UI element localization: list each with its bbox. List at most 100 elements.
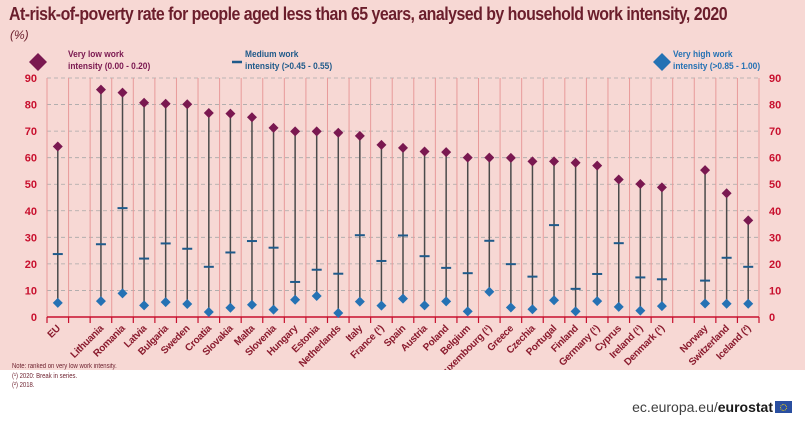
y-tick-label-right: 50 — [769, 179, 781, 191]
column-separators — [46, 78, 760, 317]
y-axis-left-labels: 0 10 20 30 40 50 60 70 80 90 — [25, 73, 37, 324]
legend-medium-line2: intensity (>0.45 - 0.55) — [245, 61, 333, 72]
marker-very-high — [52, 297, 63, 308]
marker-very-high — [656, 301, 667, 312]
notes: Note: ranked on very low work intensity.… — [12, 362, 117, 391]
marker-very-high — [743, 298, 754, 309]
y-tick-label-left: 80 — [25, 100, 37, 112]
legend-medium: Medium work intensity (>0.45 - 0.55) — [245, 49, 332, 73]
marker-very-low — [225, 108, 236, 119]
marker-very-high — [225, 302, 236, 313]
marker-very-low — [635, 178, 646, 189]
footer-brand: eurostat — [717, 399, 773, 415]
marker-very-low — [398, 142, 408, 153]
y-tick-label-right: 70 — [769, 126, 781, 138]
marker-very-high — [700, 298, 711, 309]
marker-very-low — [95, 84, 106, 95]
y-tick-label-right: 60 — [769, 153, 781, 165]
legend-very-low-diamond-icon — [29, 53, 47, 71]
y-tick-label-right: 20 — [769, 259, 781, 271]
marker-very-high — [549, 295, 560, 306]
marker-very-low — [721, 188, 732, 199]
marker-very-high — [246, 299, 257, 310]
marker-very-low — [268, 122, 279, 133]
marker-very-high — [354, 296, 365, 307]
y-tick-label-right: 10 — [769, 285, 781, 297]
marker-very-high — [527, 304, 538, 315]
x-axis — [46, 316, 760, 323]
marker-very-high — [635, 305, 646, 316]
y-tick-label-right: 40 — [769, 206, 781, 218]
marker-very-low — [354, 130, 365, 141]
chart-title: At-risk-of-poverty rate for people aged … — [9, 3, 728, 24]
marker-very-low — [376, 139, 387, 150]
marker-very-high — [462, 306, 473, 317]
marker-very-high — [419, 300, 430, 311]
marker-very-high — [290, 294, 301, 305]
marker-very-high — [613, 301, 624, 312]
marker-very-high — [268, 304, 279, 315]
marker-very-low — [484, 152, 495, 163]
marker-very-high — [570, 306, 581, 317]
stems — [57, 89, 749, 314]
marker-very-low — [139, 97, 150, 108]
marker-very-high — [95, 296, 106, 307]
marker-very-high — [441, 296, 452, 307]
marker-very-low — [527, 156, 538, 167]
marker-very-high — [311, 291, 322, 302]
marker-very-low — [613, 174, 624, 185]
marker-very-low — [290, 126, 301, 137]
note-ranking: Note: ranked on very low work intensity. — [12, 363, 117, 370]
legend-medium-line1: Medium work — [245, 49, 299, 60]
marker-very-low — [160, 98, 171, 109]
marker-very-high — [203, 306, 214, 317]
y-tick-label-right: 0 — [769, 312, 775, 324]
y-tick-label-left: 30 — [25, 232, 37, 244]
marker-very-low — [570, 157, 581, 168]
marker-very-low — [182, 99, 193, 110]
marker-very-low — [117, 87, 128, 98]
marker-very-low — [52, 141, 63, 152]
marker-very-high — [721, 298, 732, 309]
y-tick-label-left: 40 — [25, 206, 37, 218]
y-axis-right-labels: 0 10 20 30 40 50 60 70 80 90 — [769, 73, 781, 324]
legend-symbols — [29, 53, 671, 71]
legend-very-low-line2: intensity (0.00 - 0.20) — [68, 61, 151, 72]
marker-very-low — [203, 108, 214, 119]
unit-label: (%) — [10, 28, 29, 42]
marker-very-low — [549, 156, 560, 167]
eurostat-footer[interactable]: ec.europa.eu/eurostat — [632, 399, 792, 415]
x-axis-labels: EU LithuaniaRomaniaLatviaBulgariaSwedenCr… — [46, 323, 754, 370]
marker-very-low — [333, 127, 344, 138]
marker-very-high — [505, 302, 516, 313]
marker-very-low — [419, 146, 430, 157]
marker-very-high — [484, 286, 495, 297]
y-tick-label-left: 20 — [25, 259, 37, 271]
y-tick-label-right: 80 — [769, 100, 781, 112]
y-tick-label-right: 30 — [769, 232, 781, 244]
legend-very-high-line2: intensity (>0.85 - 1.00) — [673, 61, 761, 72]
y-tick-label-left: 60 — [25, 153, 37, 165]
marker-very-high — [376, 300, 387, 311]
marker-very-high — [160, 297, 171, 308]
marker-very-high — [398, 293, 408, 304]
markers — [52, 84, 754, 319]
x-tick-label: EU — [46, 323, 63, 340]
y-tick-label-left: 50 — [25, 179, 37, 191]
legend-very-high-diamond-icon — [653, 53, 671, 71]
y-tick-label-left: 70 — [25, 126, 37, 138]
note-2018: (²) 2018. — [12, 382, 35, 389]
marker-very-low — [505, 152, 516, 163]
marker-very-low — [311, 126, 322, 137]
note-break-in-series: (¹) 2020: Break in series. — [12, 372, 78, 380]
y-tick-label-left: 90 — [25, 73, 37, 85]
marker-very-low — [656, 182, 667, 193]
footer-domain: ec.europa.eu/ — [632, 399, 718, 415]
marker-very-high — [182, 298, 193, 309]
marker-very-low — [462, 152, 473, 163]
marker-very-low — [441, 147, 452, 158]
legend-very-low: Very low work intensity (0.00 - 0.20) — [68, 49, 150, 73]
eu-flag-icon — [775, 401, 792, 413]
y-tick-label-left: 0 — [31, 312, 37, 324]
